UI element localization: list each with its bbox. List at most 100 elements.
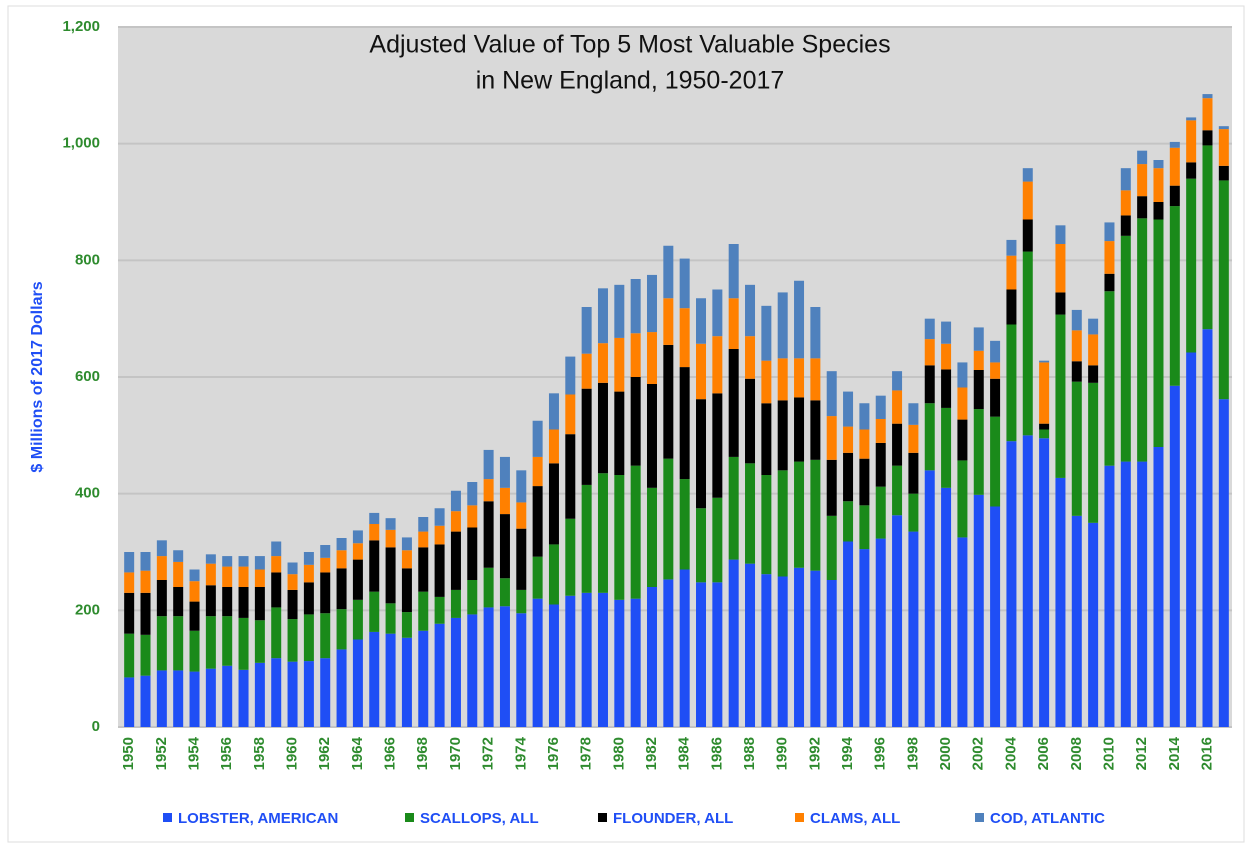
bar-segment	[434, 544, 445, 597]
x-tick-label: 1966	[382, 737, 399, 770]
bar-segment	[467, 580, 478, 615]
bar-segment	[205, 668, 216, 727]
bar-segment	[287, 562, 298, 575]
bar-segment	[434, 623, 445, 727]
bar-segment	[1088, 365, 1099, 383]
bar-segment	[745, 463, 756, 564]
bar-segment	[189, 630, 200, 672]
bar-segment	[728, 298, 739, 349]
bar-segment	[352, 559, 363, 600]
bar-segment	[973, 370, 984, 410]
bar-segment	[1186, 117, 1197, 121]
bar-segment	[156, 616, 167, 671]
bar-segment	[581, 353, 592, 389]
legend-label: COD, ATLANTIC	[990, 810, 1105, 827]
x-tick-label: 2002	[970, 737, 987, 770]
bar-segment	[745, 336, 756, 379]
bar-segment	[990, 362, 1001, 379]
x-tick-label: 1986	[708, 737, 725, 770]
bar-segment	[336, 538, 347, 551]
bar-segment	[140, 592, 151, 635]
x-tick-label: 2016	[1198, 737, 1215, 770]
bar-segment	[173, 616, 184, 671]
x-tick-label: 1998	[904, 737, 921, 770]
x-tick-label: 1996	[872, 737, 889, 770]
bar-segment	[957, 419, 968, 461]
bar-segment	[320, 613, 331, 659]
bar-segment	[1039, 423, 1050, 430]
bar-segment	[369, 631, 380, 727]
bar-segment	[467, 482, 478, 506]
bar-segment	[663, 458, 674, 580]
bar-segment	[1055, 314, 1066, 478]
bar-segment	[581, 307, 592, 354]
bar-segment	[712, 289, 723, 337]
x-tick-label: 1960	[284, 737, 301, 770]
bar-segment	[663, 344, 674, 459]
bar-segment	[1137, 461, 1148, 727]
bar-segment	[777, 400, 788, 471]
bar-segment	[663, 579, 674, 727]
x-tick-label: 2014	[1166, 736, 1183, 770]
bar-segment	[614, 337, 625, 392]
bar-segment	[303, 661, 314, 727]
bar-segment	[1202, 145, 1213, 330]
bar-segment	[745, 284, 756, 337]
x-tick-label: 2000	[937, 737, 954, 770]
bar-segment	[401, 612, 412, 638]
bar-segment	[794, 397, 805, 462]
bar-segment	[875, 486, 886, 539]
bar-segment	[597, 592, 608, 727]
bar-segment	[1169, 147, 1180, 186]
bar-segment	[892, 465, 903, 516]
bar-segment	[973, 409, 984, 495]
x-tick-label: 1962	[316, 737, 333, 770]
bar-segment	[352, 599, 363, 640]
bar-segment	[1218, 165, 1229, 181]
bar-segment	[565, 518, 576, 596]
bar-segment	[614, 599, 625, 727]
bar-segment	[450, 511, 461, 532]
bar-segment	[205, 554, 216, 564]
bar-segment	[892, 390, 903, 424]
y-tick-label: 0	[92, 718, 100, 735]
bar-segment	[892, 423, 903, 466]
bar-segment	[1137, 196, 1148, 219]
bar-segment	[369, 524, 380, 541]
bar-segment	[728, 456, 739, 560]
bar-segment	[892, 515, 903, 727]
bar-segment	[1169, 206, 1180, 386]
bar-segment	[1104, 291, 1115, 466]
bar-segment	[205, 585, 216, 617]
bar-segment	[597, 382, 608, 474]
bar-segment	[761, 305, 772, 361]
bar-segment	[810, 570, 821, 727]
chart-title: Adjusted Value of Top 5 Most Valuable Sp…	[369, 31, 890, 59]
x-tick-label: 1950	[120, 737, 137, 770]
bar-segment	[140, 552, 151, 571]
bar-segment	[499, 606, 510, 727]
bar-segment	[516, 528, 527, 590]
bar-segment	[1055, 225, 1066, 244]
bar-segment	[271, 607, 282, 659]
bar-segment	[908, 531, 919, 727]
bar-segment	[957, 537, 968, 727]
bar-segment	[156, 670, 167, 727]
bar-segment	[189, 671, 200, 727]
bar-segment	[1186, 162, 1197, 179]
bar-segment	[1022, 435, 1033, 727]
bar-segment	[843, 501, 854, 542]
bar-segment	[957, 387, 968, 420]
bar-segment	[1120, 168, 1131, 191]
bar-segment	[222, 556, 233, 567]
bar-segment	[1088, 522, 1099, 727]
bar-segment	[1169, 141, 1180, 148]
bar-segment	[238, 669, 249, 727]
bar-segment	[418, 547, 429, 592]
x-tick-label: 1952	[153, 737, 170, 770]
bar-segment	[843, 452, 854, 502]
bar-segment	[287, 661, 298, 727]
bar-segment	[156, 540, 167, 557]
legend-label: LOBSTER, AMERICAN	[178, 810, 338, 827]
bar-segment	[320, 557, 331, 573]
